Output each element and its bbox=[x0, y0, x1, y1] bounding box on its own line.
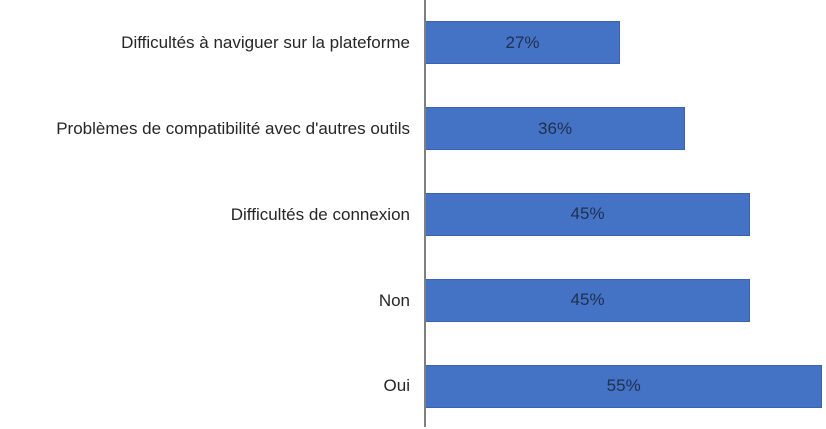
chart-row: Non 45% bbox=[0, 257, 826, 343]
chart-row: Difficultés à naviguer sur la plateforme… bbox=[0, 0, 826, 86]
category-label: Problèmes de compatibilité avec d'autres… bbox=[56, 119, 410, 139]
category-label: Difficultés de connexion bbox=[230, 204, 410, 224]
bar: 45% bbox=[425, 278, 751, 322]
plot-area-row: 55% bbox=[425, 343, 826, 429]
category-label: Oui bbox=[383, 376, 410, 396]
y-axis-line bbox=[424, 0, 426, 427]
value-label: 45% bbox=[570, 290, 605, 310]
chart-row: Difficultés de connexion 45% bbox=[0, 172, 826, 258]
plot-area-row: 45% bbox=[425, 257, 826, 343]
category-label: Non bbox=[378, 290, 410, 310]
value-label: 55% bbox=[606, 376, 641, 396]
bar: 55% bbox=[425, 364, 823, 408]
plot-area-row: 45% bbox=[425, 172, 826, 258]
bar: 45% bbox=[425, 192, 751, 236]
bar: 36% bbox=[425, 107, 686, 151]
value-label: 36% bbox=[538, 118, 573, 138]
plot-area-row: 27% bbox=[425, 0, 826, 86]
chart-row: Oui 55% bbox=[0, 343, 826, 429]
category-label: Difficultés à naviguer sur la plateforme bbox=[121, 33, 410, 53]
value-label: 45% bbox=[570, 204, 605, 224]
value-label: 27% bbox=[505, 32, 540, 52]
chart-row: Problèmes de compatibilité avec d'autres… bbox=[0, 86, 826, 172]
plot-area-row: 36% bbox=[425, 86, 826, 172]
bar: 27% bbox=[425, 21, 621, 65]
